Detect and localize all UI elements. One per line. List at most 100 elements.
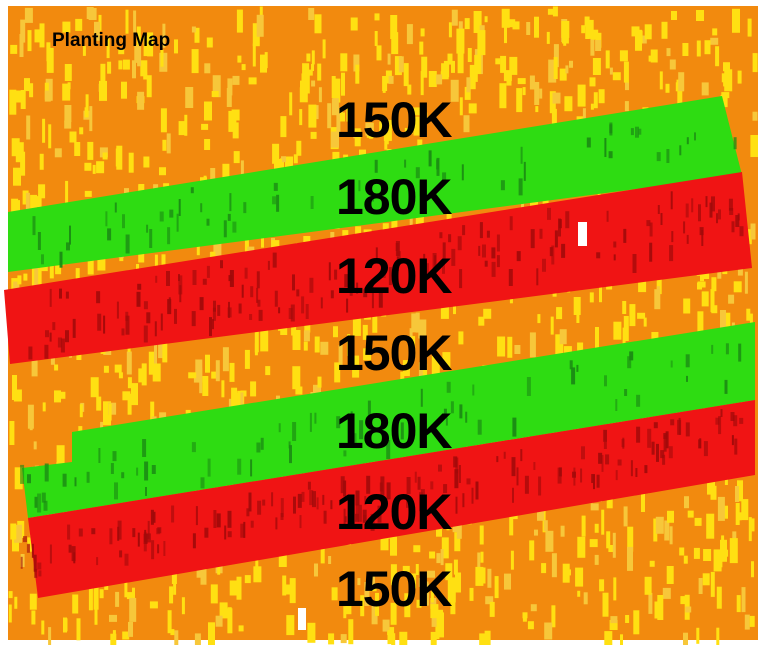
yield-speckle [255, 553, 259, 570]
yield-speckle [357, 578, 361, 586]
yield-speckle [128, 621, 133, 637]
band-streak [711, 344, 714, 354]
yield-speckle [201, 123, 209, 130]
yield-speckle [204, 139, 211, 150]
band-streak [438, 464, 442, 472]
yield-speckle [751, 561, 754, 578]
band-streak [657, 205, 660, 214]
yield-speckle [191, 26, 196, 33]
yield-speckle [29, 593, 37, 610]
yield-speckle [222, 347, 229, 372]
yield-speckle [19, 34, 24, 57]
yield-speckle [328, 556, 332, 564]
yield-speckle [14, 596, 18, 609]
band-streak [679, 145, 682, 156]
yield-speckle [693, 547, 700, 559]
yield-speckle [413, 545, 421, 553]
yield-speckle [542, 507, 546, 533]
yield-speckle [624, 101, 629, 112]
yield-speckle [504, 24, 507, 44]
yield-speckle [244, 575, 251, 584]
band-streak [355, 490, 360, 506]
yield-speckle [737, 70, 742, 84]
band-streak [250, 286, 254, 298]
band-streak [443, 484, 448, 494]
yield-speckle [265, 366, 271, 376]
band-streak [121, 472, 125, 479]
yield-speckle [31, 610, 36, 625]
band-streak [516, 467, 519, 486]
yield-speckle [420, 112, 428, 121]
yield-speckle [729, 538, 738, 564]
band-streak [166, 271, 170, 286]
band-streak [290, 304, 295, 322]
yield-speckle [195, 359, 203, 383]
band-streak [668, 446, 673, 459]
band-streak [229, 193, 232, 212]
band-streak [730, 412, 735, 421]
band-streak [334, 269, 338, 280]
band-streak [149, 229, 153, 248]
band-streak [420, 388, 423, 407]
band-streak [23, 536, 27, 543]
band-streak [359, 420, 364, 440]
yield-speckle [62, 83, 71, 101]
yield-speckle [162, 341, 168, 363]
band-streak [375, 247, 378, 263]
yield-speckle [362, 324, 368, 340]
band-streak [615, 399, 618, 411]
yield-speckle [507, 336, 513, 358]
band-streak [404, 159, 407, 168]
band-streak [629, 351, 634, 361]
band-streak [598, 452, 603, 464]
yield-speckle [682, 43, 689, 56]
yield-speckle [541, 563, 547, 574]
band-streak [142, 439, 147, 457]
yield-speckle [300, 80, 306, 101]
yield-speckle [84, 190, 92, 197]
yield-speckle [595, 327, 599, 352]
yield-speckle [99, 147, 108, 158]
yield-speckle [289, 578, 296, 604]
yield-speckle [585, 19, 594, 39]
yield-speckle [640, 35, 647, 44]
yield-speckle [551, 605, 556, 628]
yield-speckle [340, 634, 347, 644]
band-streak [720, 409, 723, 417]
yield-speckle [623, 506, 628, 527]
band-streak [154, 321, 157, 337]
yield-speckle [534, 82, 540, 105]
yield-speckle [314, 563, 318, 577]
yield-speckle [79, 404, 83, 418]
yield-speckle [650, 49, 658, 63]
band-streak [280, 498, 284, 518]
yield-speckle [29, 417, 33, 431]
yield-speckle [355, 64, 360, 84]
yield-speckle [661, 21, 668, 39]
yield-speckle [331, 76, 336, 98]
yield-speckle [550, 316, 554, 335]
yield-speckle [228, 110, 237, 132]
band-streak [136, 467, 139, 476]
band-streak [363, 289, 368, 298]
yield-speckle [559, 68, 567, 81]
yield-speckle [84, 162, 92, 171]
band-streak [160, 313, 163, 331]
yield-speckle [609, 67, 613, 75]
band-streak [349, 260, 354, 270]
yield-speckle [289, 92, 293, 116]
band-streak [366, 475, 371, 494]
yield-speckle [127, 393, 132, 415]
yield-speckle [96, 161, 105, 174]
band-streak [122, 214, 125, 229]
band-streak [354, 433, 357, 448]
yield-speckle [625, 82, 629, 91]
band-streak [78, 528, 83, 537]
yield-speckle [86, 7, 94, 19]
yield-speckle [20, 151, 26, 176]
band-streak [428, 150, 432, 167]
band-streak [330, 500, 333, 510]
yield-speckle [108, 402, 117, 415]
yield-speckle [126, 592, 133, 600]
yield-speckle [158, 333, 164, 359]
